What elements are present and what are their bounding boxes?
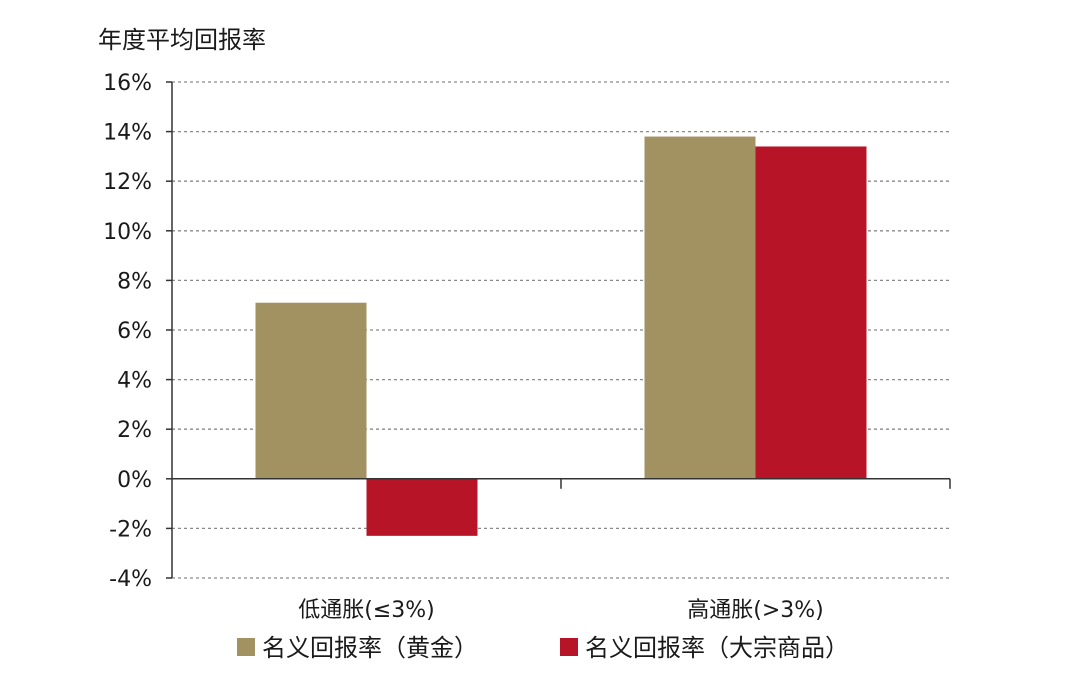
bar-series0-cat1 — [644, 136, 756, 479]
legend-label: 名义回报率（大宗商品） — [585, 634, 849, 662]
legend-swatch — [237, 638, 255, 656]
y-tick-labels: -4% -2% 0% 2% 4% 6% 8% 10% 12% 14% 16% — [103, 71, 152, 592]
y-tick-label: -4% — [109, 567, 152, 592]
y-tick-label: 12% — [103, 170, 152, 195]
y-tick-label: 4% — [117, 369, 152, 394]
legend-label: 名义回报率（黄金） — [262, 634, 478, 662]
y-tick-label: 2% — [117, 418, 152, 443]
y-tick-label: 6% — [117, 319, 152, 344]
y-tick-label: 8% — [117, 269, 152, 294]
legend: 名义回报率（黄金） 名义回报率（大宗商品） — [237, 634, 849, 662]
bar-series1-cat0 — [366, 478, 478, 536]
y-tick-label: -2% — [109, 517, 152, 542]
x-category-label: 低通胀(≤3%) — [298, 598, 435, 623]
bars — [255, 136, 867, 536]
y-tick-label: 16% — [103, 71, 152, 96]
x-category-label: 高通胀(>3%) — [687, 598, 824, 623]
y-axis-title: 年度平均回报率 — [98, 26, 266, 54]
y-tick-label: 0% — [117, 468, 152, 493]
legend-swatch — [560, 638, 578, 656]
x-category-labels: 低通胀(≤3%) 高通胀(>3%) — [298, 598, 824, 623]
bar-series0-cat0 — [255, 302, 367, 479]
y-tick-label: 14% — [103, 121, 152, 146]
y-tick-label: 10% — [103, 220, 152, 245]
axes — [166, 81, 951, 579]
bar-series1-cat1 — [755, 146, 867, 479]
